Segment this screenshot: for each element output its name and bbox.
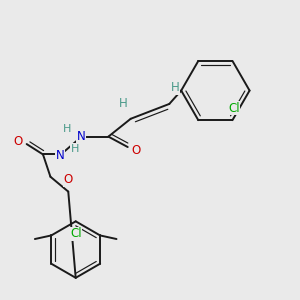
Text: Cl: Cl [70,227,82,240]
Text: Cl: Cl [228,102,240,115]
Text: H: H [63,124,72,134]
Text: N: N [56,149,64,162]
Text: H: H [71,143,79,154]
Text: H: H [119,97,128,110]
Text: H: H [171,81,180,94]
Text: O: O [64,173,73,186]
Text: O: O [14,135,23,148]
Text: O: O [131,143,141,157]
Text: N: N [77,130,85,143]
